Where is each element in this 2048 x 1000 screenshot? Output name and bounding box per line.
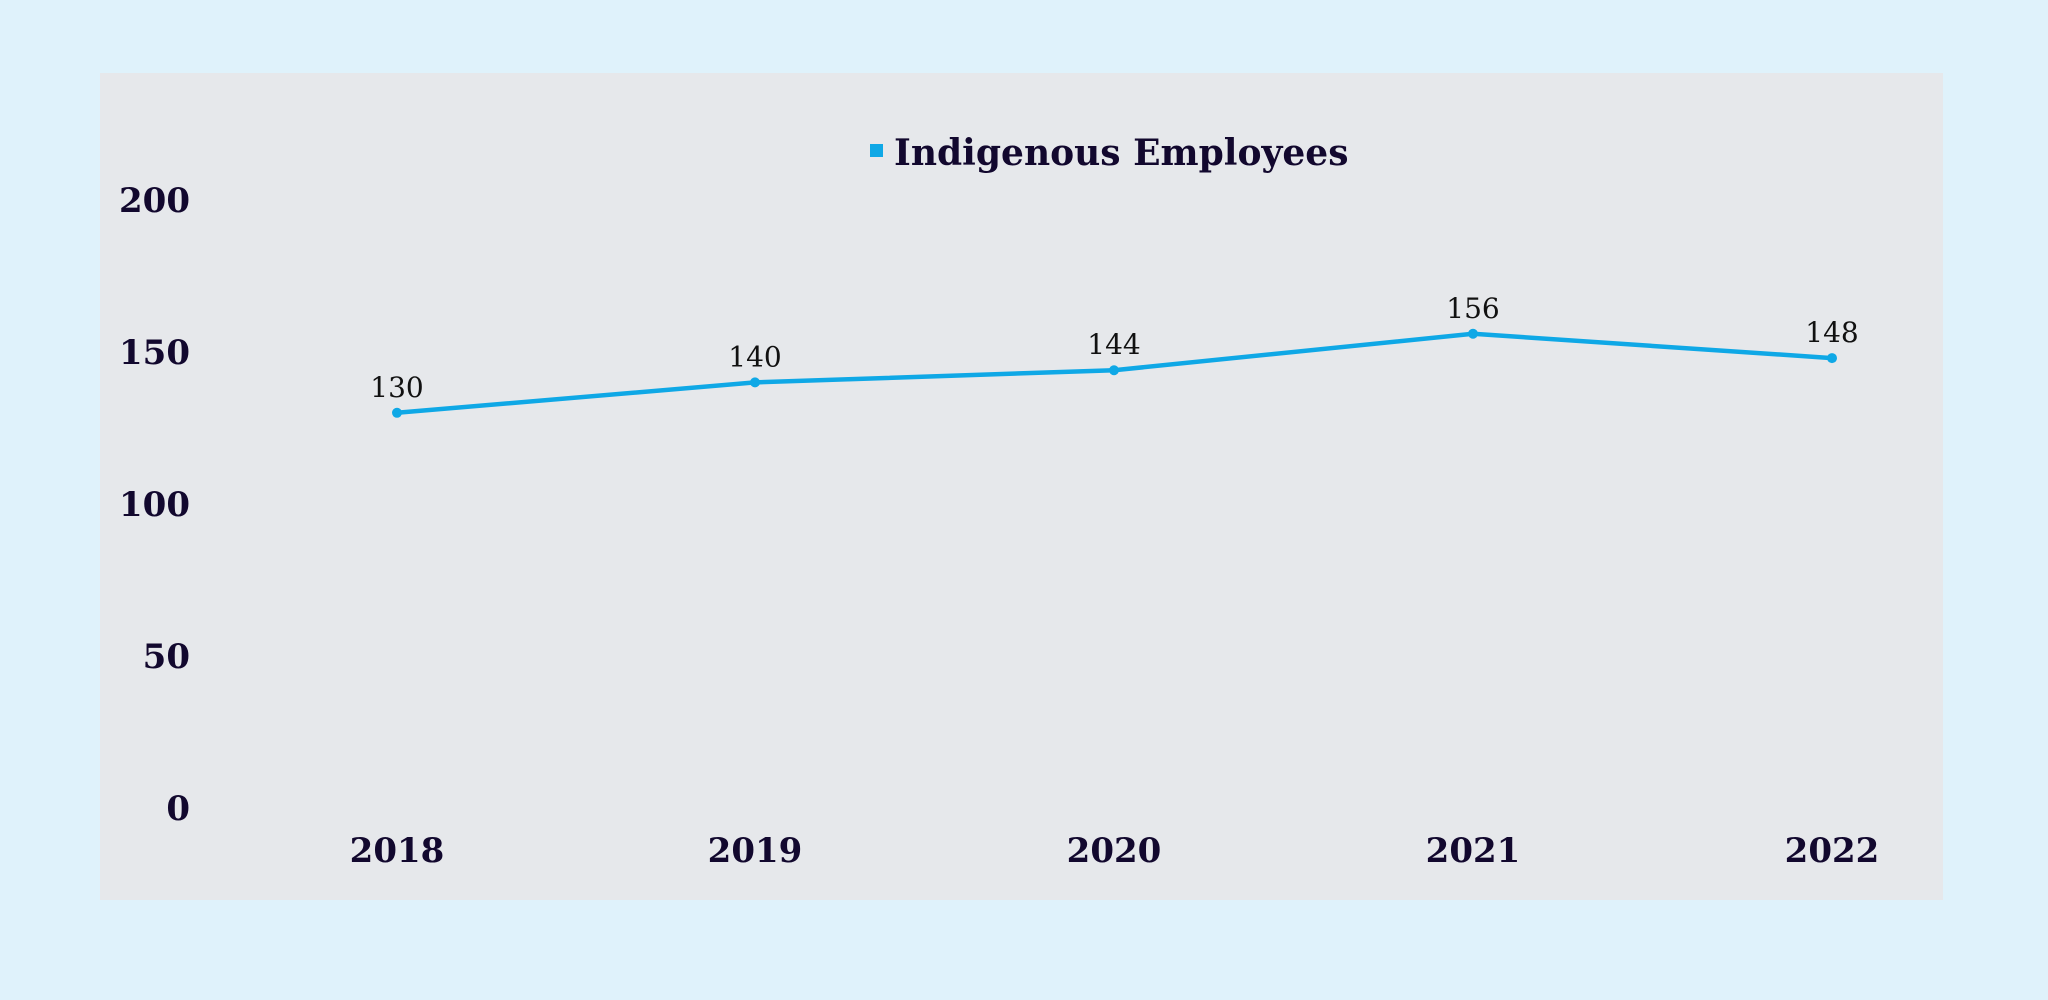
y-tick-label-50: 50 — [143, 637, 190, 677]
x-tick-label-2019: 2019 — [708, 831, 803, 871]
data-point-2021 — [1468, 328, 1478, 339]
data-label-2020: 144 — [1087, 328, 1140, 361]
x-tick-label-2018: 2018 — [350, 831, 445, 871]
data-point-2018 — [392, 407, 402, 418]
legend-label-indigenous-employees: Indigenous Employees — [894, 132, 1348, 174]
chart-panel — [100, 73, 1943, 900]
data-label-2018: 130 — [370, 371, 423, 404]
x-tick-label-2021: 2021 — [1426, 831, 1521, 871]
data-label-2021: 156 — [1446, 292, 1499, 325]
data-label-2022: 148 — [1805, 316, 1858, 349]
data-point-2019 — [750, 377, 760, 388]
x-tick-label-2022: 2022 — [1785, 831, 1880, 871]
y-axis: 0 50 100 150 200 — [119, 181, 190, 829]
x-axis: 2018 2019 2020 2021 2022 — [350, 831, 1880, 871]
data-label-2019: 140 — [728, 340, 781, 373]
data-labels: 130 140 144 156 148 — [370, 292, 1858, 404]
data-point-2020 — [1109, 365, 1119, 376]
series-indigenous-employees — [392, 328, 1837, 418]
legend: Indigenous Employees — [870, 132, 1348, 174]
legend-swatch — [870, 144, 883, 157]
x-tick-label-2020: 2020 — [1067, 831, 1162, 871]
y-tick-label-100: 100 — [119, 485, 190, 525]
y-tick-label-150: 150 — [119, 333, 190, 373]
y-tick-label-0: 0 — [166, 789, 190, 829]
data-point-2022 — [1827, 353, 1837, 364]
y-tick-label-200: 200 — [119, 181, 190, 221]
